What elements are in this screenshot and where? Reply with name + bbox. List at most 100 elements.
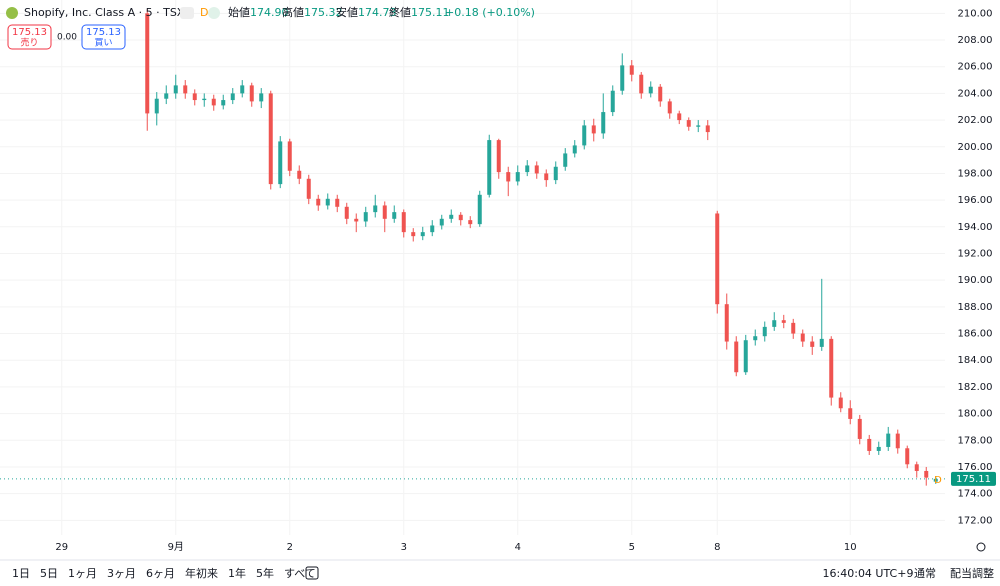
candle-body	[553, 166, 558, 181]
candle-body	[287, 141, 292, 171]
candle-body	[297, 170, 302, 179]
candle-body	[781, 320, 786, 323]
candle-body	[544, 173, 549, 181]
y-tick-label: 174.00	[958, 489, 993, 500]
sell-price[interactable]: 175.13	[12, 27, 47, 38]
candle-body	[515, 172, 520, 182]
candle-body	[686, 120, 691, 127]
y-tick-label: 196.00	[958, 195, 993, 206]
sell-button[interactable]	[7, 24, 52, 50]
candle-body	[572, 145, 577, 154]
candle-body	[458, 214, 463, 221]
sell-label[interactable]: 売り	[20, 37, 38, 49]
candle-body	[857, 418, 862, 439]
candle-body	[876, 446, 881, 451]
last-marker: D	[934, 475, 942, 486]
candle-body	[259, 93, 264, 102]
candle-body	[496, 140, 501, 173]
y-tick-label: 192.00	[958, 248, 993, 259]
range-button[interactable]: 5日	[40, 567, 58, 580]
candle-body	[563, 153, 568, 167]
y-tick-label: 188.00	[958, 302, 993, 313]
range-button[interactable]: 1日	[12, 567, 30, 580]
candle-body	[401, 212, 406, 233]
x-tick-label: 2	[287, 542, 293, 553]
range-button[interactable]: 6ヶ月	[146, 567, 175, 580]
plot: 172.00 174.00 176.00 178.00 180.00 182.00 184.…	[0, 0, 996, 553]
candle-body	[411, 232, 416, 237]
candle-body	[753, 336, 758, 341]
candle-body	[439, 218, 444, 226]
candle-body	[363, 212, 368, 222]
y-tick-label: 210.00	[958, 8, 993, 19]
candle-body	[734, 341, 739, 373]
candle-body	[914, 464, 919, 471]
candle-body	[924, 470, 929, 478]
y-tick-label: 178.00	[958, 435, 993, 446]
badge	[208, 7, 220, 19]
candle-body	[145, 13, 150, 114]
candle-body	[867, 438, 872, 451]
candle-body	[848, 408, 853, 419]
buy-label[interactable]: 買い	[94, 38, 112, 49]
close-label: 終値	[389, 5, 411, 19]
candle-body	[715, 213, 720, 305]
candle-body	[278, 141, 283, 185]
y-tick-label: 194.00	[958, 222, 993, 233]
last-price-label: 175.11	[956, 474, 991, 485]
spread: 0.00	[57, 33, 77, 43]
candle-body	[648, 86, 653, 94]
range-button[interactable]: 年初来	[185, 566, 218, 580]
candle-body	[658, 86, 663, 102]
candle-body	[905, 448, 910, 465]
candle-body	[344, 206, 349, 219]
session[interactable]: 通常	[914, 567, 936, 580]
y-tick-label: 186.00	[958, 329, 993, 340]
range-button[interactable]: 3ヶ月	[107, 567, 136, 580]
calendar-icon[interactable]	[305, 566, 319, 580]
change: +0.18 (+0.10%)	[445, 6, 535, 19]
x-tick-label: 8	[714, 542, 720, 553]
low-label: 安値	[336, 5, 358, 19]
range-button[interactable]: 1年	[228, 566, 246, 580]
range-button[interactable]: 1ヶ月	[68, 567, 97, 580]
candle-body	[240, 85, 245, 94]
y-tick-label: 184.00	[958, 355, 993, 366]
candle-body	[164, 93, 169, 99]
y-tick-label: 200.00	[958, 142, 993, 153]
candle-body	[230, 93, 235, 101]
candle-body	[639, 74, 644, 94]
candle-body	[677, 113, 682, 121]
candle-body	[335, 198, 340, 207]
candle-body	[487, 140, 492, 195]
x-tick-label: 9月	[168, 541, 184, 553]
candle-body	[382, 205, 387, 219]
candle-body	[306, 178, 311, 199]
range-button[interactable]: すべて	[284, 567, 316, 580]
buy-price[interactable]: 175.13	[86, 27, 121, 38]
candle-body	[895, 433, 900, 449]
x-tick-label: 5	[629, 542, 635, 553]
y-tick-label: 180.00	[958, 409, 993, 420]
high-label: 高値	[282, 5, 304, 19]
candle-body	[449, 214, 454, 219]
range-button[interactable]: 5年	[256, 566, 274, 580]
settings-icon[interactable]	[976, 542, 986, 552]
candle-body	[601, 112, 606, 134]
candle-body	[506, 172, 511, 182]
y-tick-label: 198.00	[958, 168, 993, 179]
candle-body	[316, 198, 321, 206]
candle-body	[249, 85, 254, 102]
candle-body	[468, 220, 473, 225]
adjust[interactable]: 配当調整	[950, 566, 994, 580]
candle-body	[772, 320, 777, 327]
candle-body	[800, 333, 805, 342]
open-value: 174.90	[250, 6, 289, 19]
candle-body	[192, 93, 197, 101]
candle-body	[819, 338, 824, 347]
candle-body	[430, 225, 435, 233]
buy-button[interactable]	[81, 24, 126, 50]
y-tick-label: 172.00	[958, 515, 993, 526]
y-tick-label: 206.00	[958, 62, 993, 73]
